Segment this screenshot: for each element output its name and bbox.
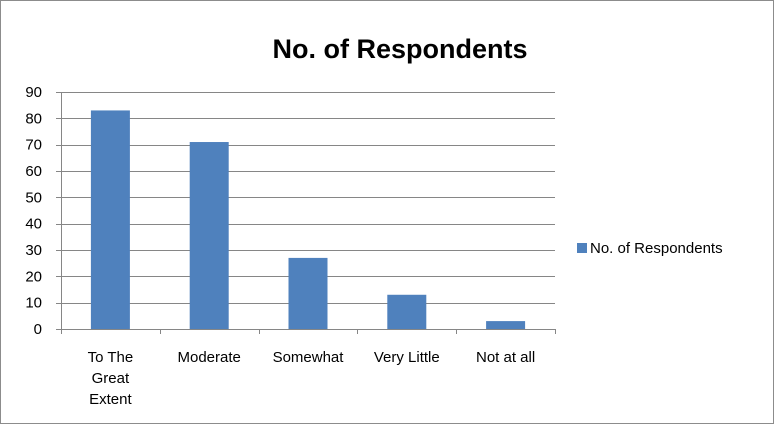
bars [90, 110, 526, 329]
bar [189, 142, 229, 329]
y-tick-label: 0 [34, 321, 42, 338]
y-tick-label: 60 [25, 163, 42, 180]
y-tick-label: 40 [25, 216, 42, 233]
bar [288, 257, 328, 329]
bar [486, 321, 526, 329]
x-category-label: Moderate [178, 349, 241, 366]
x-category-label: Not at all [476, 349, 535, 366]
y-tick-label: 80 [25, 110, 42, 127]
y-tick-label: 20 [25, 268, 42, 285]
bar [387, 294, 427, 329]
x-category-label: Somewhat [273, 349, 345, 366]
x-category-label: To The Great Extent [88, 349, 134, 408]
y-tick-label: 10 [25, 295, 42, 312]
bar [90, 110, 130, 329]
x-axis-labels: To The Great Extent Moderate Somewhat Very Li… [88, 349, 536, 408]
y-axis-ticks: 0 10 20 30 40 50 60 70 80 90 [25, 84, 61, 338]
y-tick-label: 50 [25, 189, 42, 206]
chart-title: No. of Respondents [273, 34, 528, 64]
y-tick-label: 70 [25, 137, 42, 154]
y-tick-label: 30 [25, 242, 42, 259]
y-tick-label: 90 [25, 84, 42, 101]
legend-swatch [577, 243, 587, 253]
axes [61, 92, 556, 334]
legend: No. of Respondents [577, 240, 723, 257]
legend-label: No. of Respondents [590, 240, 723, 257]
x-category-label: Very Little [374, 349, 440, 366]
gridlines [61, 92, 555, 304]
